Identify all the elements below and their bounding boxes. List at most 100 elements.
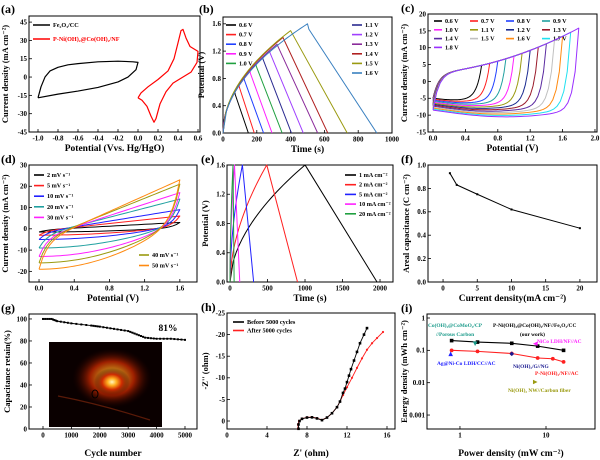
data-point	[375, 336, 379, 340]
data-point	[75, 322, 78, 325]
data-point	[144, 336, 147, 339]
data-point	[362, 333, 366, 336]
y-tick-label: 20	[419, 10, 427, 18]
gcd-curve	[222, 71, 273, 134]
data-point	[109, 327, 112, 330]
x-tick-label: 1000	[385, 136, 400, 144]
data-point	[80, 323, 83, 326]
x-tick-label: 1	[458, 432, 462, 440]
x-tick-label: -0.4	[92, 135, 104, 143]
data-point	[352, 359, 356, 362]
plot-frame	[426, 313, 596, 430]
data-point	[66, 321, 69, 324]
y-axis-label: Current density (mA cm⁻²)	[0, 25, 10, 123]
y-tick-label: 0.0	[212, 129, 221, 137]
y-axis-label: -Z'' (ohm)	[200, 352, 210, 389]
data-point	[335, 405, 339, 409]
legend-label: 2 mA cm⁻²	[359, 182, 388, 189]
x-tick-label: 800	[353, 136, 364, 144]
data-point	[297, 423, 300, 426]
cv-curve	[432, 52, 523, 108]
data-point	[70, 322, 73, 325]
y-tick-label: 10	[419, 44, 427, 52]
panel-e: (e) 0 500 1000 1500 2000 0.0 0.4 0.8 1.2 1.6 Time (…	[200, 152, 394, 304]
legend-label: 5 mA cm⁻²	[359, 191, 388, 198]
data-point	[133, 332, 136, 335]
panel-a: (a) -1.0 -0.8 -0.6 -0.4 -0.2 0.0 0.2 0.4 0.6 -45 -3…	[0, 2, 203, 154]
x-tick-label: 0	[228, 285, 232, 293]
y-tick-label: 30	[20, 37, 28, 45]
panel-f: (f) 0 5 10 15 20 0.0 0.2 0.4 0.6 0.8 1.0 Current den…	[401, 152, 598, 304]
data-point	[300, 417, 304, 421]
legend-label: 1.3 V	[365, 41, 379, 48]
series-annotation: P-Ni(OH)₂@Co(OH)₂/NF//Fe₂O₃/CC	[493, 322, 576, 329]
data-point	[365, 326, 369, 330]
data-point	[137, 334, 140, 337]
x-tick-label: 16	[384, 432, 392, 440]
plot-frame	[28, 164, 198, 283]
data-point	[341, 391, 345, 395]
data-point	[105, 326, 108, 329]
data-point	[330, 411, 334, 415]
panel-label: (d)	[1, 152, 16, 166]
data-point	[370, 342, 374, 345]
legend-label: Before 5000 cycles	[247, 319, 296, 326]
legend-label: 0.7 V	[239, 32, 253, 39]
x-tick-label: 20	[576, 285, 584, 293]
cv-curve	[38, 179, 181, 270]
data-point	[561, 348, 566, 353]
cv-curve	[137, 28, 199, 123]
data-point	[345, 386, 349, 389]
y-tick-label: 15	[419, 27, 427, 35]
x-tick-label: 1.2	[140, 285, 149, 293]
gcd-curve	[222, 23, 378, 134]
data-point	[297, 427, 300, 431]
data-point	[449, 348, 454, 353]
y-tick-label: -45	[18, 128, 28, 136]
data-point	[349, 367, 353, 371]
data-point	[102, 326, 105, 329]
series-annotation: Ni(OH)₂ NW//Carbon fiber	[508, 387, 571, 394]
data-point	[476, 193, 479, 196]
legend-label: 1.5 V	[481, 36, 495, 43]
x-tick-label: 400	[285, 136, 296, 144]
data-point	[139, 335, 142, 338]
data-point	[129, 330, 132, 333]
gcd-curve	[229, 164, 235, 283]
y-tick-label: -15	[216, 353, 226, 361]
legend-label: 1.1 V	[365, 22, 379, 29]
data-point	[162, 337, 165, 340]
data-point	[355, 366, 359, 369]
legend-label: 1.2 V	[365, 32, 379, 39]
legend-label: 0.9 V	[239, 51, 253, 58]
legend-label: 1.8 V	[445, 44, 459, 51]
data-point	[510, 208, 513, 211]
x-tick-label: 4	[265, 432, 269, 440]
x-tick-label: 0.0	[35, 285, 44, 293]
gcd-curve	[229, 164, 255, 283]
panel-label: (c)	[401, 1, 414, 15]
data-point	[475, 340, 480, 344]
legend-label: 10 mV s⁻¹	[47, 193, 73, 200]
y-tick-label: 0	[24, 225, 28, 233]
data-point	[53, 319, 56, 322]
gcd-curve	[229, 164, 378, 283]
panel-b: (b) 0 200 400 600 800 1000 0.0 0.4 0.8 1.2 1.6 Time …	[196, 2, 400, 155]
data-point	[561, 359, 566, 364]
panel-label: (a)	[1, 2, 15, 16]
panel-label: (i)	[401, 301, 412, 315]
data-point	[345, 380, 349, 384]
data-point	[338, 400, 342, 403]
legend-label: 1.4 V	[445, 36, 459, 43]
series-annotation: NiCo LDH/NF//AC	[537, 339, 582, 345]
data-point	[123, 329, 126, 332]
retention-annotation: 81%	[159, 324, 178, 334]
x-tick-label: 0.4	[70, 285, 79, 293]
cv-curve	[38, 215, 181, 236]
x-tick-label: 0.8	[493, 135, 502, 143]
data-point	[360, 357, 364, 360]
y-tick-label: 5	[423, 61, 427, 69]
x-axis-label: Potential (V)	[487, 143, 539, 154]
y-tick-label: -10	[417, 112, 427, 120]
cv-curve	[432, 58, 507, 105]
